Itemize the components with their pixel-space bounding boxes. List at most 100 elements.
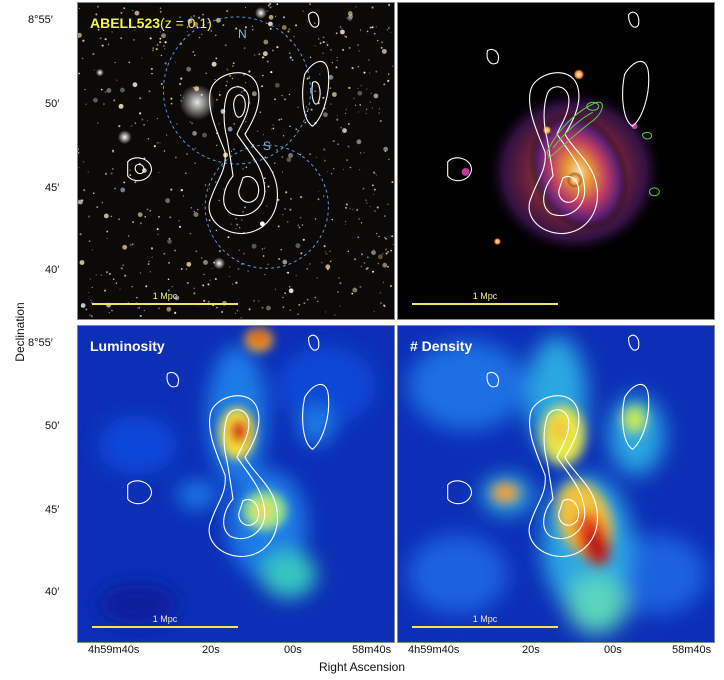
- star: [192, 131, 197, 136]
- star: [192, 51, 195, 53]
- star: [376, 39, 379, 42]
- luminosity-panel: Luminosity 1 Mpc: [77, 325, 395, 643]
- star: [202, 13, 205, 16]
- star: [280, 249, 282, 251]
- star: [88, 240, 91, 243]
- star: [366, 202, 368, 204]
- star: [197, 208, 199, 211]
- star: [231, 150, 233, 152]
- star: [284, 98, 286, 101]
- star: [291, 59, 294, 61]
- star: [151, 256, 153, 259]
- star: [368, 72, 371, 74]
- star: [166, 306, 172, 312]
- star: [392, 65, 394, 67]
- star: [357, 111, 359, 113]
- star: [148, 90, 151, 93]
- xtick-right-3: 00s: [604, 644, 622, 656]
- star: [314, 218, 317, 220]
- star: [289, 52, 291, 54]
- star: [165, 23, 167, 25]
- star: [335, 32, 338, 35]
- star: [180, 77, 183, 80]
- star: [314, 22, 316, 24]
- star: [123, 181, 126, 184]
- star: [104, 38, 107, 41]
- star: [373, 171, 375, 174]
- star: [391, 235, 394, 238]
- star: [115, 79, 118, 81]
- star: [383, 83, 386, 86]
- star: [259, 221, 265, 227]
- star: [238, 226, 241, 229]
- star: [289, 286, 291, 288]
- star: [341, 27, 343, 30]
- star: [159, 7, 162, 9]
- star: [231, 283, 234, 285]
- star: [242, 211, 244, 213]
- star: [165, 134, 168, 136]
- star: [226, 68, 229, 71]
- density-title: # Density: [410, 338, 473, 354]
- star: [201, 204, 204, 206]
- star: [345, 112, 347, 115]
- star: [298, 226, 301, 229]
- star: [149, 209, 152, 212]
- star: [377, 254, 383, 260]
- star: [388, 3, 391, 7]
- star: [268, 3, 272, 6]
- star: [243, 206, 246, 209]
- star: [387, 250, 390, 253]
- star: [382, 253, 384, 255]
- star: [293, 35, 295, 38]
- star: [345, 35, 348, 38]
- scalebar-xray-line: [412, 303, 558, 305]
- optical-image: [78, 3, 394, 319]
- star: [383, 146, 389, 152]
- star: [89, 278, 91, 280]
- star: [348, 47, 351, 49]
- star: [78, 167, 80, 169]
- star: [151, 72, 153, 75]
- star: [272, 127, 275, 130]
- star: [383, 304, 385, 307]
- star: [356, 43, 360, 47]
- star: [132, 221, 134, 224]
- star: [366, 30, 369, 33]
- star: [289, 309, 292, 312]
- star: [236, 223, 239, 226]
- star: [263, 134, 265, 136]
- star: [345, 203, 348, 206]
- star: [384, 215, 386, 217]
- star: [388, 73, 390, 75]
- star: [340, 126, 343, 129]
- star: [336, 114, 338, 116]
- star: [365, 267, 368, 270]
- star: [304, 121, 307, 124]
- star: [358, 50, 360, 52]
- star: [322, 195, 325, 197]
- xray-panel: 1 Mpc: [397, 2, 715, 320]
- star: [170, 97, 173, 100]
- star: [334, 314, 336, 316]
- star: [144, 215, 147, 218]
- star: [216, 306, 218, 309]
- star: [132, 9, 134, 11]
- star: [85, 103, 87, 105]
- star: [357, 66, 359, 68]
- star: [373, 32, 376, 35]
- star: [331, 62, 333, 64]
- star: [321, 261, 323, 264]
- star: [259, 111, 262, 114]
- star: [278, 257, 281, 261]
- star: [147, 138, 149, 140]
- star: [161, 33, 166, 39]
- star: [338, 277, 340, 279]
- star: [114, 187, 116, 190]
- star: [274, 15, 277, 17]
- star: [248, 70, 251, 73]
- star: [380, 302, 383, 305]
- density-map: [398, 326, 714, 642]
- star: [198, 16, 201, 19]
- star: [322, 36, 325, 39]
